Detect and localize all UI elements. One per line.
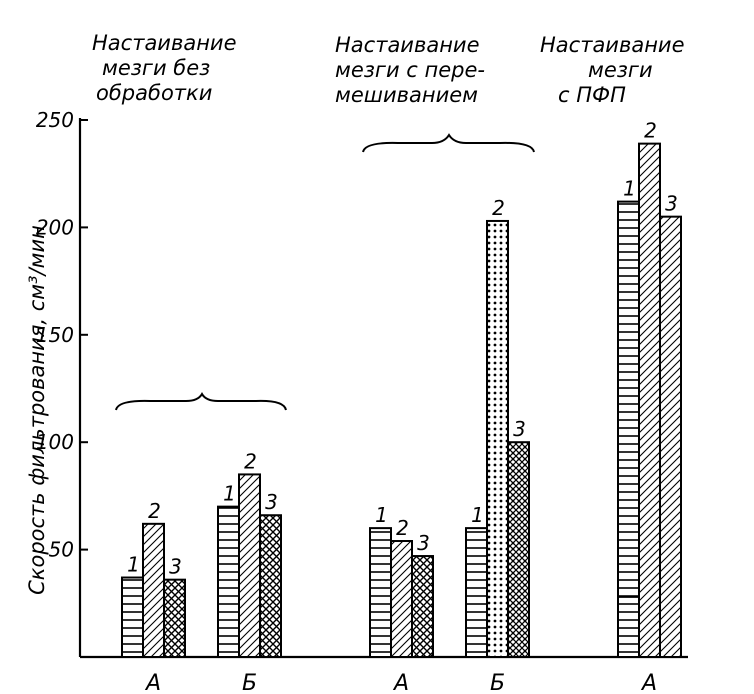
bar-number-label: 3 — [265, 490, 278, 514]
y-ticks: 50 100 150 200 250 — [36, 108, 88, 562]
group-title-line: мезги без — [102, 56, 210, 80]
bar-number-label: 3 — [169, 555, 182, 579]
bar — [259, 514, 282, 658]
bar — [617, 200, 640, 658]
category-label: А — [640, 671, 657, 694]
group-title-line: мезги с пере- — [335, 58, 485, 82]
group-braces — [115, 133, 535, 411]
bar-number-label: 3 — [665, 192, 678, 216]
group-title-line: мезги — [588, 58, 653, 82]
bar-number-label: 2 — [644, 119, 657, 143]
bar-number-label: 2 — [396, 516, 409, 540]
group-title-line: Настаивание — [540, 33, 685, 57]
bar-number-label: 2 — [244, 449, 257, 473]
y-tick-label: 200 — [36, 215, 74, 239]
bar-number-label: 2 — [492, 196, 505, 220]
bar-number-label: 1 — [471, 503, 484, 527]
category-label: А — [144, 671, 161, 694]
group-title-line: мешиванием — [335, 83, 478, 107]
brace-group-1 — [115, 391, 287, 411]
bar-number-label: 1 — [375, 503, 388, 527]
bar — [121, 576, 144, 658]
y-tick-label: 250 — [36, 108, 74, 132]
y-tick-label: 100 — [36, 430, 74, 454]
bar — [238, 473, 261, 659]
group-title-line: Настаивание — [92, 31, 237, 55]
bar — [486, 219, 509, 658]
bar — [507, 441, 530, 659]
y-tick-label: 50 — [49, 538, 74, 562]
bar — [163, 578, 186, 658]
bar-number-label: 2 — [148, 499, 161, 523]
bar-number-label: 3 — [513, 417, 526, 441]
bar-number-label: 3 — [417, 531, 430, 555]
bar — [369, 527, 392, 658]
bar — [659, 215, 682, 658]
y-axis-label: Скорость фильтрования, см³/мин — [25, 225, 49, 595]
category-label: Б — [242, 671, 257, 694]
y-tick-label: 150 — [36, 323, 74, 347]
bar — [411, 555, 434, 659]
bars — [121, 142, 682, 659]
brace-group-2 — [362, 133, 535, 153]
group-title-line: обработки — [96, 81, 212, 105]
bar-number-label: 1 — [623, 177, 636, 201]
group-title-line: Настаивание — [335, 33, 480, 57]
category-label: А — [392, 671, 409, 694]
bar — [217, 505, 240, 659]
bar — [465, 527, 488, 658]
bar — [390, 540, 413, 658]
bar — [638, 142, 661, 659]
group-title-line: с ПФП — [558, 83, 626, 107]
category-label: Б — [490, 671, 505, 694]
bar — [142, 522, 165, 658]
bar-number-label: 1 — [223, 482, 236, 506]
bar-number-label: 1 — [127, 553, 140, 577]
